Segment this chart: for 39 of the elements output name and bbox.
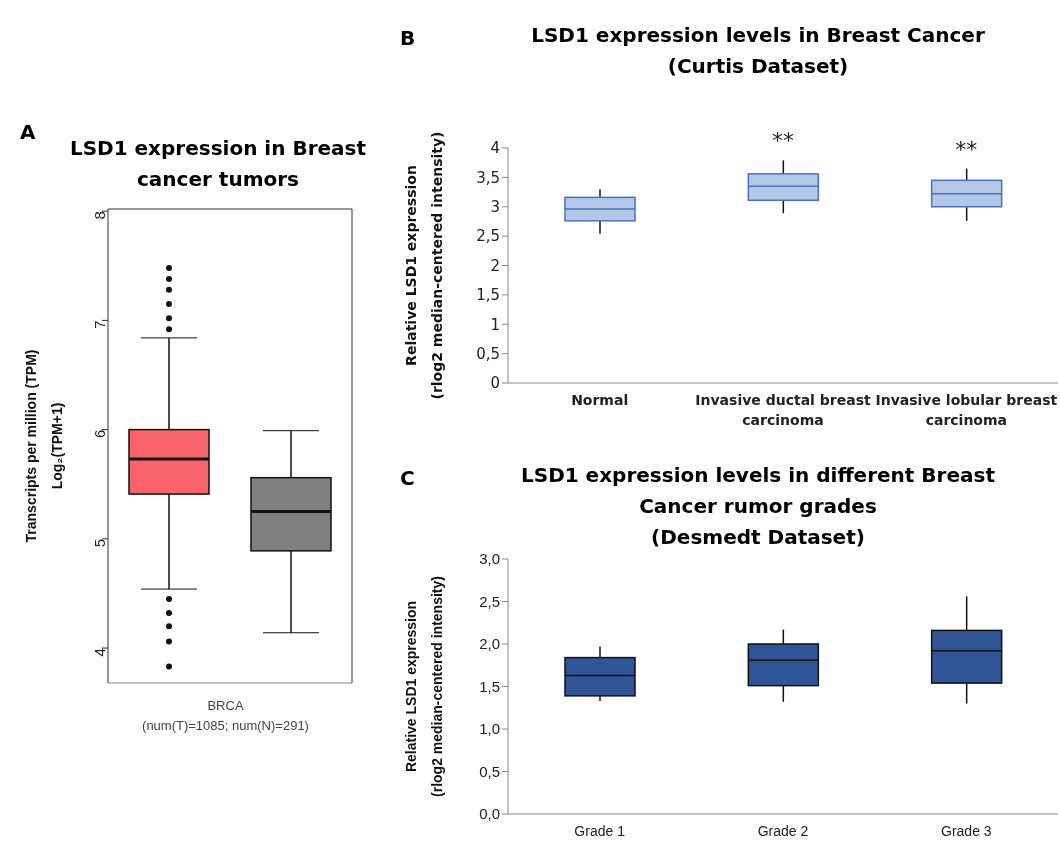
chart-title: LSD1 expression levels in different Breast Cancer rumor grades (Desmedt Dataset) (520, 463, 995, 549)
text: B (400, 26, 416, 50)
x-tick-label: Grade 3 (941, 823, 992, 839)
y-tick-label: 1 (490, 315, 500, 334)
y-tick-label: 3,0 (479, 550, 500, 568)
x-tick-label: Grade 1 (574, 823, 626, 839)
y-tick-label: 1,5 (479, 677, 500, 695)
x-tick-label: Invasive lobular breast carcinoma (875, 392, 1058, 428)
y-tick-label: 8 (91, 211, 109, 220)
y-tick-label: 0,0 (479, 805, 500, 823)
y-tick-label: 3,5 (476, 168, 500, 187)
y-tick-label: 2,5 (476, 227, 500, 246)
y-tick-label: 4 (490, 139, 500, 158)
y-tick-label: 0 (490, 374, 500, 393)
text: C (400, 466, 415, 490)
y-tick-label: 5 (91, 538, 109, 548)
y-tick-label: 7 (91, 320, 109, 329)
x-axis-title: BRCA (num(T)=1085; num(N)=291) (141, 697, 310, 735)
x-tick-label: Invasive ductal breast carcinoma (695, 392, 871, 428)
y-tick-label: 3 (490, 198, 500, 217)
y-tick-label: 4 (91, 648, 109, 657)
y-tick-label: 6 (91, 429, 109, 438)
y-tick-label: 0,5 (479, 762, 500, 780)
annotation: ** (955, 136, 978, 162)
x-tick-label: Grade 2 (757, 823, 809, 839)
y-tick-label: 0,5 (476, 344, 500, 363)
text: A (20, 120, 36, 144)
y-tick-label: 1,0 (479, 720, 500, 738)
chart-title: LSD1 expression in Breast cancer tumors (68, 135, 368, 193)
y-tick-label: 2,5 (479, 592, 500, 610)
y-tick-label: 1,5 (476, 286, 500, 305)
y-axis-title: Relative LSD1 expression (rlog2 median-centered intensity) (403, 131, 445, 400)
chart-title: LSD1 expression levels in Breast Cancer (Curtis Dataset) (530, 22, 986, 80)
annotation: ** (772, 128, 794, 154)
y-axis-title: Transcripts per million (TPM) Log₂(TPM+1) (23, 349, 65, 543)
y-tick-label: 2 (490, 256, 500, 275)
y-axis-title: Relative LSD1 expression (rlog2 median-centered intensity) (403, 576, 445, 797)
x-tick-label: Normal (571, 392, 629, 408)
y-tick-label: 2,0 (479, 635, 500, 653)
